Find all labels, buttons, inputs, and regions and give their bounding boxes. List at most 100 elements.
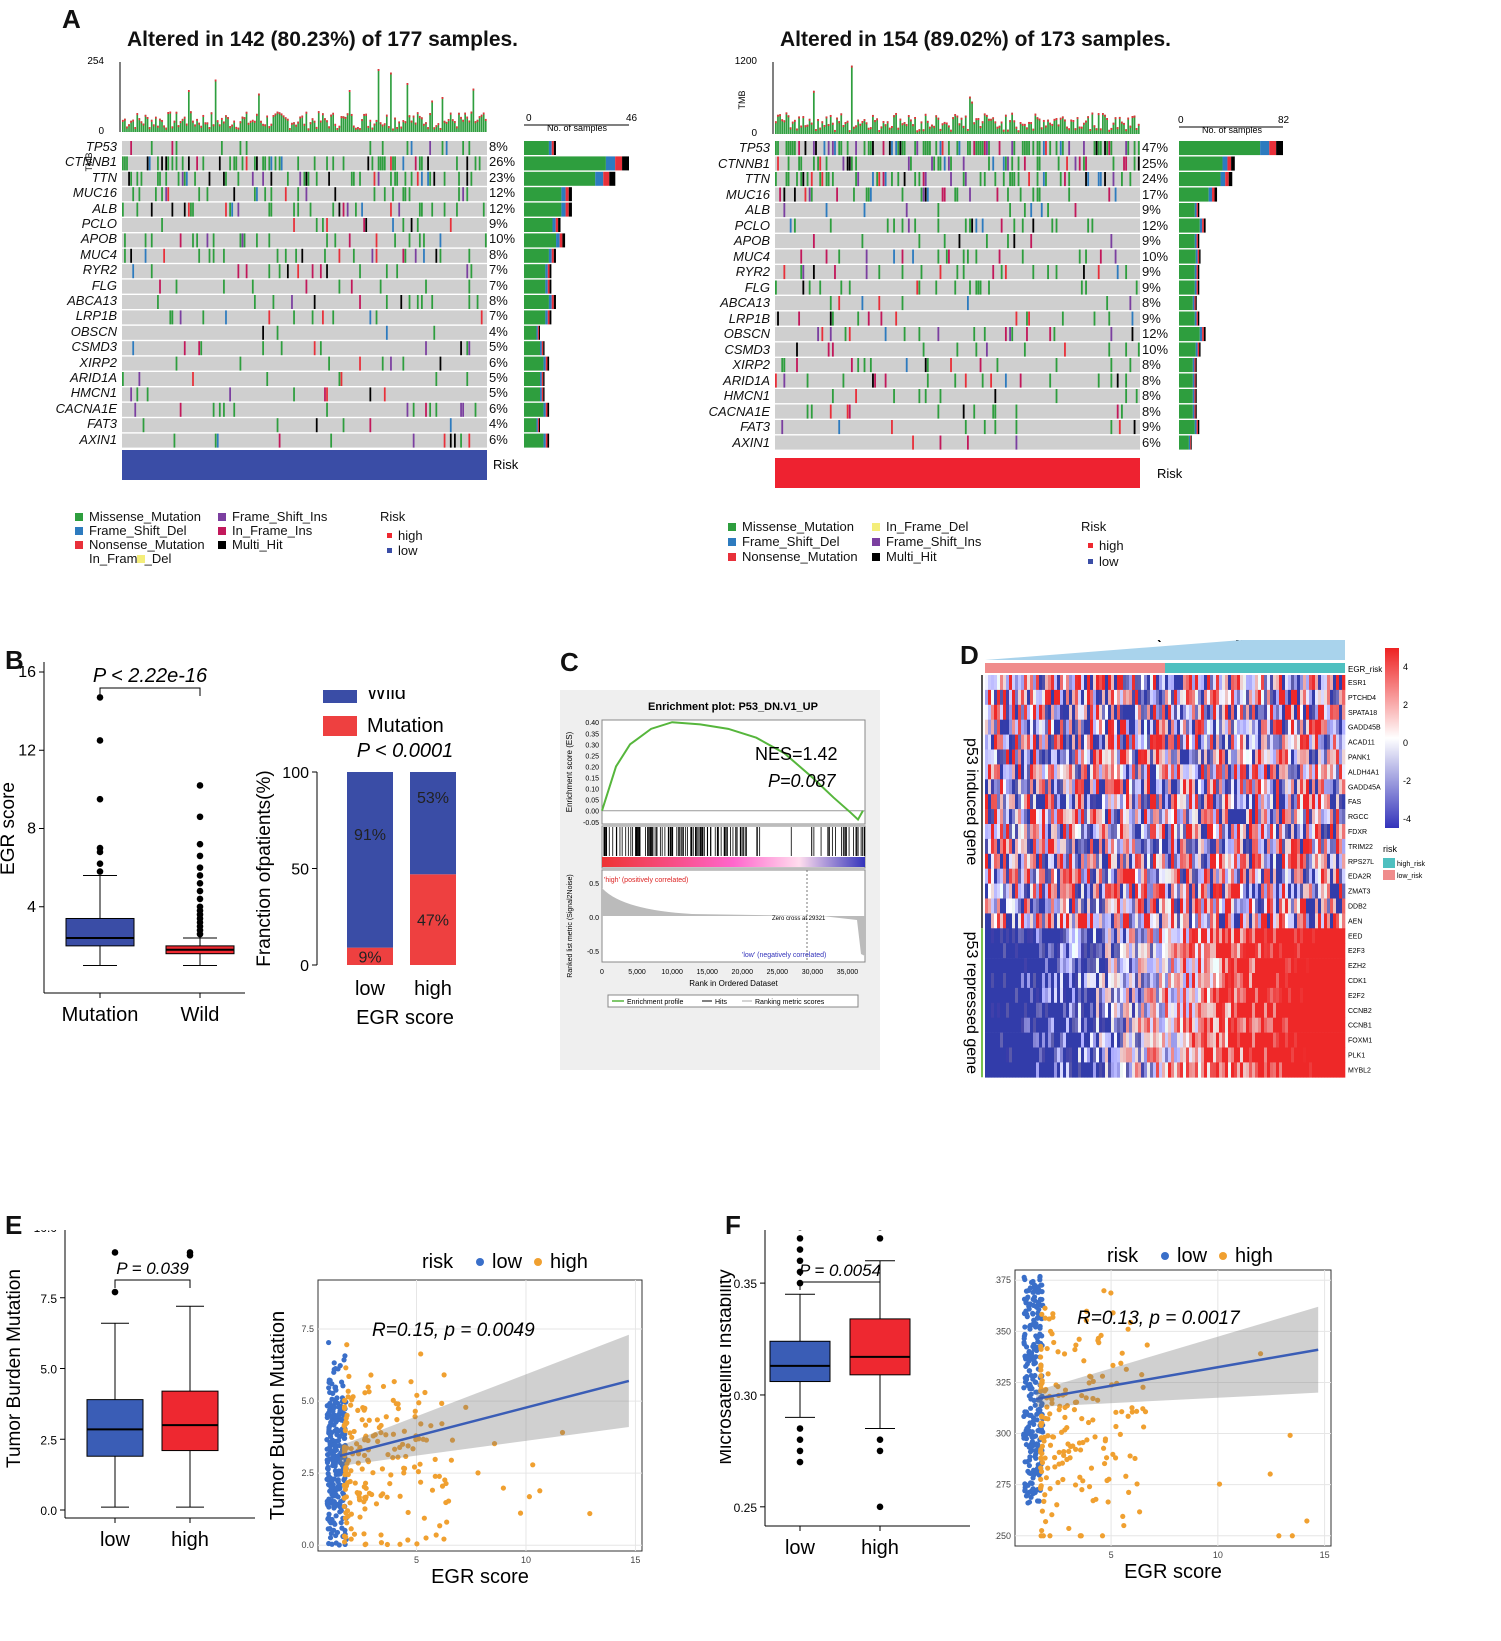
heatmap-cell	[1129, 913, 1133, 929]
mutation-cell	[150, 264, 153, 279]
mutation-cell	[924, 187, 927, 202]
heatmap-cell	[1021, 794, 1025, 810]
heatmap-cell	[1003, 883, 1007, 899]
heatmap-cell	[1243, 675, 1247, 691]
tmb-bar-top	[425, 122, 427, 125]
tmb-bar-top	[264, 124, 266, 127]
heatmap-cell	[1159, 883, 1163, 899]
mutation-cell	[390, 202, 392, 217]
gene-label: OBSCN	[70, 323, 117, 339]
heatmap-cell	[1309, 794, 1313, 810]
tmb-bar	[350, 113, 353, 132]
heatmap-cell	[1162, 779, 1166, 795]
mutation-cell	[338, 202, 341, 217]
tmb-bar	[1009, 120, 1011, 134]
tmb-max: 1200	[735, 56, 758, 67]
heatmap-cell	[1120, 704, 1124, 720]
tmb-bar	[1118, 116, 1121, 134]
tmb-bar	[853, 126, 855, 134]
heatmap-cell	[1270, 794, 1274, 810]
heatmap-cell	[1147, 958, 1151, 974]
mutation-cell	[171, 156, 174, 171]
heatmap-cell	[1336, 689, 1340, 706]
heatmap-cell	[1090, 779, 1094, 795]
heatmap-cell	[1189, 943, 1193, 959]
heatmap-cell	[1015, 675, 1019, 691]
heatmap-cell	[1192, 824, 1196, 840]
tmb-bar-top	[1068, 128, 1070, 131]
heatmap-cell	[1318, 943, 1322, 959]
heatmap-cell	[1156, 719, 1160, 735]
heatmap-cell	[1015, 749, 1019, 765]
tmb-bar	[126, 126, 128, 132]
heatmap-cell	[1267, 689, 1271, 706]
mutation-cell	[867, 187, 870, 202]
heatmap-cell	[1123, 689, 1127, 706]
heatmap-cell	[1243, 883, 1247, 899]
tmb-bar-top	[225, 115, 227, 118]
sample-count-bar	[547, 264, 550, 279]
heatmap-cell	[1252, 824, 1256, 840]
tmb-bar	[449, 112, 452, 132]
heatmap-cell	[1324, 779, 1328, 795]
sample-count-bar	[541, 341, 544, 356]
heatmap-cell	[1168, 898, 1172, 914]
mutation-cell	[326, 218, 328, 232]
heatmap-cell	[1156, 987, 1160, 1004]
heatmap-cell	[1327, 928, 1331, 944]
heatmap-cell	[994, 824, 998, 840]
heatmap-cell	[1132, 704, 1136, 720]
heatmap-cell	[1261, 943, 1265, 959]
onco-row	[122, 372, 487, 386]
mutation-cell	[208, 248, 211, 263]
tmb-bar-top	[355, 127, 357, 130]
heatmap-cell	[1279, 734, 1283, 750]
heatmap-cell	[1195, 1017, 1199, 1033]
gene-pct: 12%	[489, 200, 516, 216]
mutation-cell	[276, 248, 279, 263]
tmb-bar-top	[175, 111, 178, 114]
sample-count-bar	[622, 156, 629, 171]
tmb-bar-top	[441, 97, 444, 99]
heatmap-cell	[1129, 928, 1133, 944]
heatmap-cell	[1330, 1002, 1334, 1018]
sample-count-bar	[1192, 389, 1195, 404]
sample-count-bar	[524, 372, 541, 386]
sample-count-bar	[1179, 389, 1193, 404]
tmb-bar-top	[785, 112, 788, 115]
mutation-cell	[1110, 327, 1113, 342]
heatmap-cell	[1216, 868, 1220, 884]
heatmap-cell	[1267, 1002, 1271, 1018]
heatmap-cell	[1291, 734, 1295, 750]
gene-label: ALDH4A1	[1348, 769, 1379, 776]
heatmap-cell	[1273, 824, 1277, 840]
heatmap-cell	[988, 973, 992, 989]
mutation-cell	[857, 358, 860, 373]
tmb-bar-top	[1057, 124, 1060, 127]
heatmap-cell	[1111, 809, 1115, 825]
heatmap-cell	[1096, 1017, 1100, 1033]
tmb-bar	[863, 119, 866, 134]
heatmap-cell	[1144, 734, 1148, 750]
heatmap-cell	[1075, 898, 1079, 914]
tmb-bar-top	[1064, 119, 1066, 122]
heatmap-cell	[1249, 898, 1253, 914]
heatmap-cell	[1291, 928, 1295, 944]
heatmap-cell	[1099, 749, 1103, 765]
heatmap-cell	[1249, 764, 1253, 780]
tmb-bar	[282, 115, 285, 132]
gene-label: CDK1	[1348, 978, 1367, 985]
mutation-cell	[775, 373, 777, 388]
heatmap-cell	[1261, 853, 1265, 869]
heatmap-cell	[1084, 824, 1088, 840]
heatmap-cell	[1309, 675, 1313, 691]
heatmap-cell	[1153, 764, 1157, 780]
mutation-cell	[1083, 141, 1085, 156]
heatmap-cell	[1147, 794, 1151, 810]
heatmap-cell	[1018, 809, 1022, 825]
heatmap-cell	[1240, 809, 1244, 825]
heatmap-cell	[1264, 809, 1268, 825]
tmb-bar	[464, 112, 466, 132]
tmb-bar	[390, 72, 392, 132]
tmb-bar	[1053, 118, 1056, 134]
